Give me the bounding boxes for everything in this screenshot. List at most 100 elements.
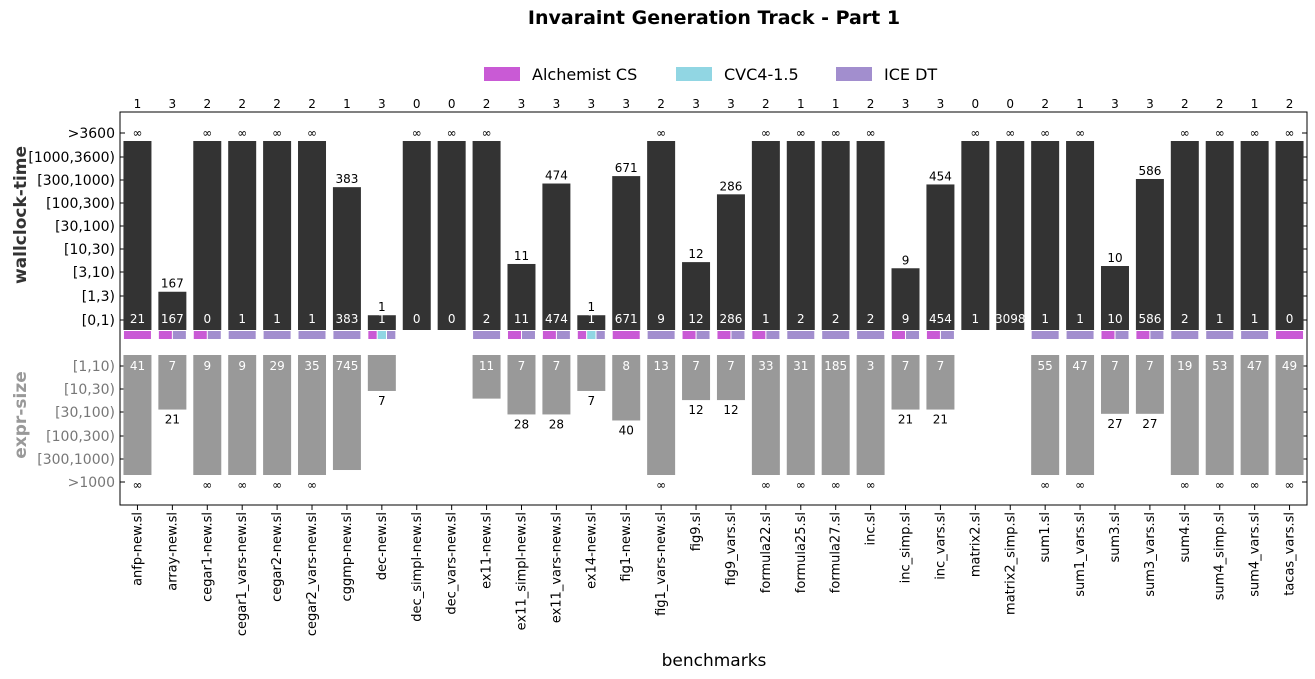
- time-bar: [228, 141, 257, 330]
- x-tick-label: matrix2_simp.sl: [1003, 512, 1018, 615]
- time-bar: [1275, 141, 1304, 330]
- bar-group: 2 ∞ 2 19 ∞: [1170, 97, 1199, 492]
- time-top-label: 671: [615, 161, 638, 175]
- size-inner-label: 8: [622, 359, 630, 373]
- time-bar: [961, 141, 990, 330]
- time-axis: >3600 [1000,3600) [300,1000) [100,300) [30,1…: [28, 126, 1307, 329]
- time-inner-label: 1: [378, 312, 386, 326]
- time-top-label: 474: [545, 169, 568, 183]
- time-bar: [1066, 141, 1095, 330]
- time-inner-label: 454: [929, 312, 952, 326]
- x-axis: anfp-new.sl array-new.sl cegar1-new.sl cega…: [130, 505, 1298, 636]
- size-bar: [856, 355, 885, 475]
- size-bottom-label: ∞: [1215, 478, 1225, 492]
- bars: 1∞2141∞31671677212∞09∞2∞19∞2∞129∞2∞135∞1…: [123, 97, 1304, 492]
- bar-group: 3 12 12 7 12: [682, 97, 711, 417]
- x-tick-label: fig1-new.sl: [619, 512, 634, 582]
- time-inner-label: 0: [1286, 312, 1294, 326]
- time-inner-label: 2: [797, 312, 805, 326]
- y-label-expr-size: expr-size: [11, 371, 31, 458]
- size-bar: [367, 355, 396, 391]
- x-tick-label: sum3.sl: [1108, 512, 1123, 562]
- size-bottom-label: ∞: [1040, 478, 1050, 492]
- time-bar: [158, 291, 187, 330]
- winner-marker: [228, 331, 256, 339]
- x-tick-label: matrix2.sl: [968, 512, 983, 577]
- x-tick-label: dec_simpl-new.sl: [410, 512, 425, 622]
- x-tick-label: formula25.sl: [794, 512, 809, 593]
- x-tick-label: inc.sl: [864, 512, 879, 546]
- time-top-label: ∞: [202, 126, 212, 140]
- bar-group: 3 671 671 8 40: [612, 97, 641, 437]
- size-inner-label: 7: [169, 359, 177, 373]
- size-bar: [542, 355, 571, 415]
- legend-swatch-0: [484, 67, 520, 81]
- x-axis-label: benchmarks: [662, 651, 767, 671]
- bar-group: 2 ∞ 1 53 ∞: [1205, 97, 1234, 492]
- x-tick-label: cegar2_vars-new.sl: [305, 512, 320, 636]
- size-bar: [298, 355, 327, 475]
- x-tick-label: cegar2-new.sl: [270, 512, 285, 602]
- solvers-count-label: 1: [343, 97, 351, 111]
- time-top-label: ∞: [1215, 126, 1225, 140]
- solvers-count-label: 1: [1251, 97, 1259, 111]
- time-bar: [751, 141, 780, 330]
- time-bar: [402, 141, 431, 330]
- bar-group: 3 11 7: [577, 97, 606, 408]
- time-top-label: 10: [1107, 251, 1122, 265]
- size-bottom-label: ∞: [831, 478, 841, 492]
- solvers-count-label: 1: [134, 97, 142, 111]
- time-inner-label: 2: [1181, 312, 1189, 326]
- x-tick-label: sum4_simp.sl: [1213, 512, 1228, 600]
- time-top-label: ∞: [1040, 126, 1050, 140]
- size-bottom-label: 21: [933, 413, 948, 427]
- size-bar: [263, 355, 292, 475]
- bar-group: 3 11 7: [367, 97, 396, 408]
- time-bar: [1031, 141, 1060, 330]
- time-bar: [856, 141, 885, 330]
- bar-group: 3 286 286 7 12: [716, 97, 745, 417]
- solvers-count-label: 3: [1111, 97, 1119, 111]
- time-inner-label: 10: [1107, 312, 1122, 326]
- solvers-count-label: 2: [308, 97, 316, 111]
- time-top-label: 1: [587, 300, 595, 314]
- solvers-count-label: 0: [448, 97, 456, 111]
- bar-group: 2 ∞ 0 9 ∞: [193, 97, 222, 492]
- time-bar: [996, 141, 1025, 330]
- time-tick-label: [10,30): [64, 242, 115, 258]
- time-top-label: ∞: [1075, 126, 1085, 140]
- time-tick-label: [30,100): [55, 219, 115, 235]
- size-bar: [193, 355, 222, 475]
- time-top-label: ∞: [831, 126, 841, 140]
- time-top-label: 9: [902, 253, 910, 267]
- x-tick-label: fig9.sl: [689, 512, 704, 551]
- time-top-label: ∞: [970, 126, 980, 140]
- size-bottom-label: 21: [898, 413, 913, 427]
- bar-group: 3 454 454 7 21: [926, 97, 955, 427]
- time-tick-label: >3600: [68, 126, 115, 142]
- size-inner-label: 47: [1072, 359, 1087, 373]
- winner-marker: [333, 331, 361, 339]
- size-bottom-label: ∞: [761, 478, 771, 492]
- bar-group: 2 ∞ 9 13 ∞: [647, 97, 676, 492]
- size-bottom-label: ∞: [1180, 478, 1190, 492]
- time-top-label: ∞: [412, 126, 422, 140]
- size-axis: [1,10) [10,30) [30,100) [100,300) [300,1000)…: [37, 359, 1307, 491]
- solvers-count-label: 3: [692, 97, 700, 111]
- size-bottom-label: ∞: [272, 478, 282, 492]
- x-tick-label: formula22.sl: [759, 512, 774, 593]
- time-top-label: 167: [161, 277, 184, 291]
- time-tick-label: [1,3): [82, 289, 115, 305]
- size-bar: [577, 355, 606, 391]
- size-bottom-label: 27: [1107, 417, 1122, 431]
- solvers-count-label: 2: [1041, 97, 1049, 111]
- size-inner-label: 29: [269, 359, 284, 373]
- x-tick-label: sum3_vars.sl: [1143, 512, 1158, 597]
- legend-label-1: CVC4-1.5: [724, 65, 799, 84]
- size-inner-label: 19: [1177, 359, 1192, 373]
- bar-group: 3 474 474 7 28: [542, 97, 571, 431]
- solvers-count-label: 0: [972, 97, 980, 111]
- size-inner-label: 47: [1247, 359, 1262, 373]
- time-inner-label: 2: [483, 312, 491, 326]
- time-top-label: 286: [720, 179, 743, 193]
